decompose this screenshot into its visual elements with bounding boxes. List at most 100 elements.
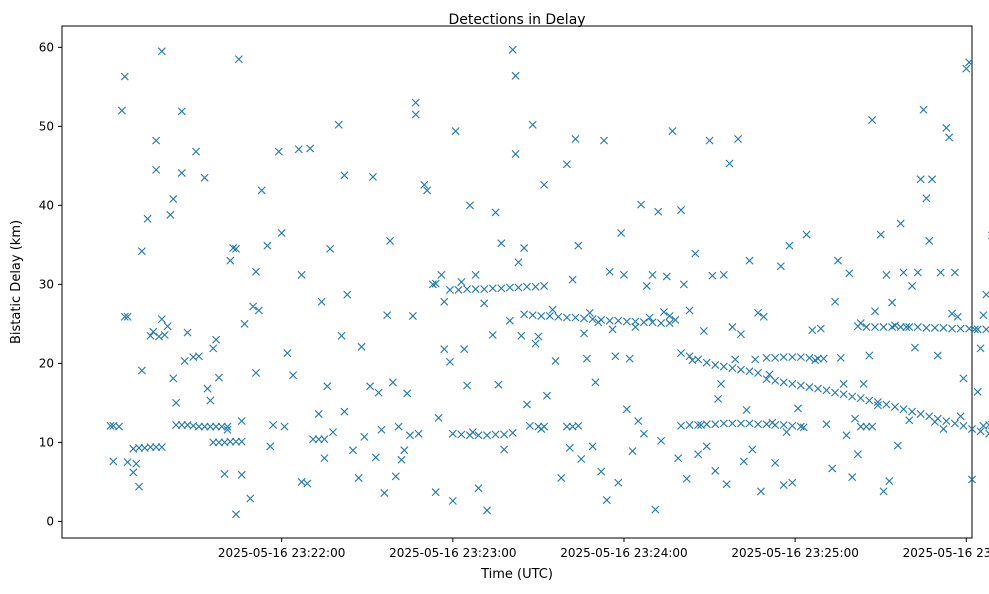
data-point-x-marker bbox=[671, 315, 680, 324]
plot-area-frame bbox=[61, 25, 973, 539]
data-point-x-marker bbox=[383, 311, 392, 320]
data-point-x-marker bbox=[788, 353, 797, 362]
data-point-x-marker bbox=[448, 429, 457, 438]
data-point-x-marker bbox=[711, 420, 720, 429]
y-tick-label: 60 bbox=[39, 40, 54, 54]
data-point-x-marker bbox=[799, 423, 808, 432]
data-point-x-marker bbox=[294, 145, 303, 154]
data-point-x-marker bbox=[209, 344, 218, 353]
data-point-x-marker bbox=[788, 379, 797, 388]
data-point-x-marker bbox=[950, 419, 959, 428]
data-point-x-marker bbox=[445, 357, 454, 366]
data-point-x-marker bbox=[828, 464, 837, 473]
data-point-x-marker bbox=[340, 407, 349, 416]
data-point-x-marker bbox=[540, 180, 549, 189]
data-point-x-marker bbox=[719, 270, 728, 279]
data-point-x-marker bbox=[702, 358, 711, 367]
data-point-x-marker bbox=[314, 435, 323, 444]
data-point-x-marker bbox=[796, 422, 805, 431]
data-point-x-marker bbox=[765, 370, 774, 379]
data-point-x-marker bbox=[223, 425, 232, 434]
data-point-x-marker bbox=[905, 323, 914, 332]
data-point-x-marker bbox=[674, 454, 683, 463]
data-point-x-marker bbox=[939, 323, 948, 332]
data-point-x-marker bbox=[594, 318, 603, 327]
data-point-x-marker bbox=[117, 106, 126, 115]
data-point-x-marker bbox=[976, 427, 985, 436]
data-point-x-marker bbox=[177, 421, 186, 430]
data-point-x-marker bbox=[725, 159, 734, 168]
data-point-x-marker bbox=[879, 487, 888, 496]
data-point-x-marker bbox=[782, 428, 791, 437]
data-point-x-marker bbox=[394, 422, 403, 431]
data-point-x-marker bbox=[123, 458, 132, 467]
data-point-x-marker bbox=[648, 318, 657, 327]
data-point-x-marker bbox=[480, 299, 489, 308]
y-axis: 0 10 20 30 40 50 60 bbox=[39, 40, 62, 528]
data-point-x-marker bbox=[714, 394, 723, 403]
data-point-x-marker bbox=[508, 428, 517, 437]
data-point-x-marker bbox=[685, 421, 694, 430]
data-point-x-marker bbox=[129, 468, 138, 477]
x-tick-label: 2025-05-16 23:22:00 bbox=[218, 546, 345, 560]
data-point-x-marker bbox=[214, 438, 223, 447]
data-point-x-marker bbox=[933, 351, 942, 360]
data-point-x-marker bbox=[876, 230, 885, 239]
data-point-x-marker bbox=[483, 506, 492, 515]
data-point-x-marker bbox=[531, 282, 540, 291]
data-point-x-marker bbox=[257, 186, 266, 195]
data-point-x-marker bbox=[520, 244, 529, 253]
data-point-x-marker bbox=[251, 368, 260, 377]
data-point-x-marker bbox=[206, 422, 215, 431]
data-point-x-marker bbox=[873, 401, 882, 410]
data-point-x-marker bbox=[463, 285, 472, 294]
data-point-x-marker bbox=[323, 382, 332, 391]
data-point-x-marker bbox=[297, 270, 306, 279]
data-point-x-marker bbox=[785, 241, 794, 250]
data-point-x-marker bbox=[357, 342, 366, 351]
data-point-x-marker bbox=[968, 424, 976, 433]
data-point-x-marker bbox=[856, 319, 865, 328]
data-point-x-marker bbox=[779, 353, 788, 362]
data-point-x-marker bbox=[697, 421, 705, 430]
data-point-x-marker bbox=[639, 429, 648, 438]
data-point-x-marker bbox=[135, 443, 144, 452]
data-point-x-marker bbox=[859, 379, 868, 388]
data-point-x-marker bbox=[157, 443, 166, 452]
data-point-x-marker bbox=[985, 421, 989, 430]
data-point-x-marker bbox=[326, 244, 335, 253]
data-point-x-marker bbox=[779, 481, 788, 490]
data-point-x-marker bbox=[856, 394, 865, 403]
data-point-x-marker bbox=[628, 447, 637, 456]
data-point-x-marker bbox=[856, 422, 865, 431]
data-point-x-marker bbox=[408, 311, 417, 320]
data-point-x-marker bbox=[600, 136, 608, 145]
data-point-x-marker bbox=[192, 147, 201, 156]
data-point-x-marker bbox=[768, 418, 777, 427]
data-point-x-marker bbox=[788, 421, 797, 430]
data-point-x-marker bbox=[437, 270, 446, 279]
data-point-x-marker bbox=[793, 404, 802, 413]
data-point-x-marker bbox=[728, 364, 737, 373]
data-point-x-marker bbox=[491, 430, 500, 439]
data-point-x-marker bbox=[742, 406, 751, 414]
data-point-x-marker bbox=[135, 482, 144, 491]
data-point-x-marker bbox=[377, 425, 386, 434]
data-point-x-marker bbox=[945, 133, 954, 142]
data-point-x-marker bbox=[120, 312, 129, 321]
data-point-x-marker bbox=[371, 453, 380, 462]
data-point-x-marker bbox=[505, 316, 514, 325]
data-point-x-marker bbox=[677, 206, 686, 215]
data-point-x-marker bbox=[551, 357, 560, 366]
data-point-x-marker bbox=[562, 422, 571, 431]
data-point-x-marker bbox=[177, 107, 186, 116]
data-point-x-marker bbox=[771, 376, 780, 385]
data-point-x-marker bbox=[340, 171, 349, 180]
data-point-x-marker bbox=[540, 281, 549, 290]
data-point-x-marker bbox=[605, 316, 614, 325]
data-point-x-marker bbox=[731, 355, 740, 364]
data-point-x-marker bbox=[269, 421, 278, 430]
data-point-x-marker bbox=[337, 331, 346, 340]
data-point-x-marker bbox=[611, 352, 620, 361]
